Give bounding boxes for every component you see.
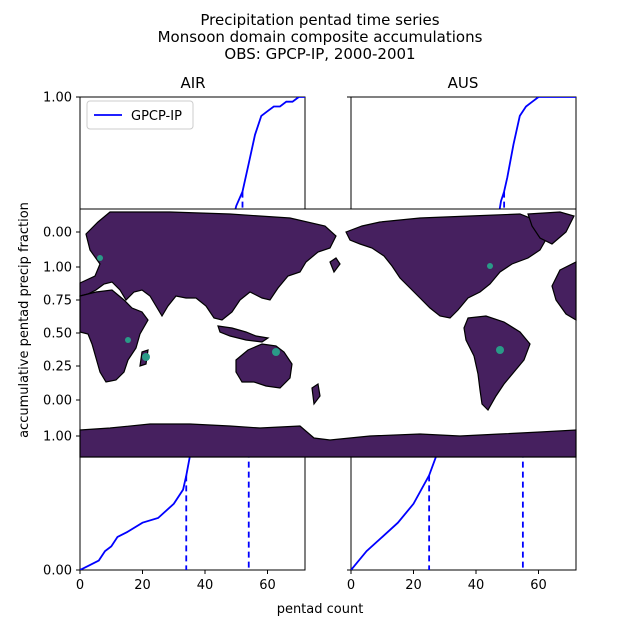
xtick-label: 20 — [134, 578, 151, 593]
land-eurasia — [79, 211, 337, 321]
plot-area — [234, 97, 305, 209]
land-south-america — [463, 315, 531, 411]
land-north-america — [345, 213, 549, 319]
xtick-label: 20 — [405, 578, 422, 593]
legend-box — [86, 100, 194, 130]
series-line — [80, 457, 191, 570]
plot-area — [351, 457, 524, 570]
land-africa — [79, 289, 149, 383]
precip-spot — [125, 337, 131, 343]
map-ytick-label: 0.25 — [43, 360, 72, 375]
precip-spot — [272, 348, 280, 356]
map-ytick-label: 0.75 — [43, 294, 72, 309]
land-greenland — [527, 211, 575, 245]
land-new-zealand — [311, 382, 321, 406]
map-ytick-label: 1.00 — [43, 261, 72, 276]
y-axis-label: accumulative pentad precip fraction — [17, 202, 32, 438]
map-ytick-label: 0.00 — [43, 394, 72, 409]
xtick-label: 0 — [347, 578, 355, 593]
precip-spot — [487, 263, 493, 269]
panel-title-aus: AUS — [448, 74, 479, 92]
panel-frame — [350, 456, 577, 571]
legend: GPCP-IP — [86, 100, 194, 130]
panel-bottom-right: 0 20 40 60 — [347, 456, 577, 593]
plot-area — [80, 457, 250, 570]
world-map: 0.00 1.00 0.75 0.50 0.25 0.00 1.00 — [43, 208, 577, 458]
map-ytick-label: 1.00 — [43, 430, 72, 445]
precip-spot — [97, 255, 103, 261]
land-europe-east — [551, 261, 577, 322]
ytick-label: 0.00 — [43, 564, 72, 579]
panel-frame — [79, 456, 306, 571]
xtick-label: 40 — [468, 578, 485, 593]
map-ytick-label: 0.50 — [43, 327, 72, 342]
panel-title-air: AIR — [180, 74, 205, 92]
ytick-label: 1.00 — [43, 91, 72, 106]
series-line — [351, 457, 437, 570]
xtick-label: 60 — [530, 578, 547, 593]
legend-label: GPCP-IP — [131, 109, 182, 124]
land-indonesia — [217, 325, 270, 343]
map-ytick-label: 0.00 — [43, 226, 72, 241]
title-line-1: Precipitation pentad time series — [200, 11, 439, 29]
land-antarctica — [79, 423, 577, 458]
series-line — [234, 97, 305, 209]
panel-bottom-left: 0.00 0 20 40 60 — [43, 456, 306, 593]
x-axis-label: pentad count — [277, 602, 364, 617]
precip-spot — [142, 353, 150, 361]
precip-spot — [496, 346, 504, 354]
title-line-2: Monsoon domain composite accumulations — [158, 28, 483, 46]
map-ytick-labels: 0.00 1.00 0.75 0.50 0.25 0.00 1.00 — [43, 226, 80, 445]
xtick-label: 40 — [197, 578, 214, 593]
land-japan — [329, 257, 341, 274]
title-line-3: OBS: GPCP-IP, 2000-2001 — [224, 45, 415, 63]
map-precip-highlights — [97, 255, 504, 361]
xtick-label: 0 — [76, 578, 84, 593]
xtick-label: 60 — [259, 578, 276, 593]
panel-frame — [350, 96, 577, 210]
